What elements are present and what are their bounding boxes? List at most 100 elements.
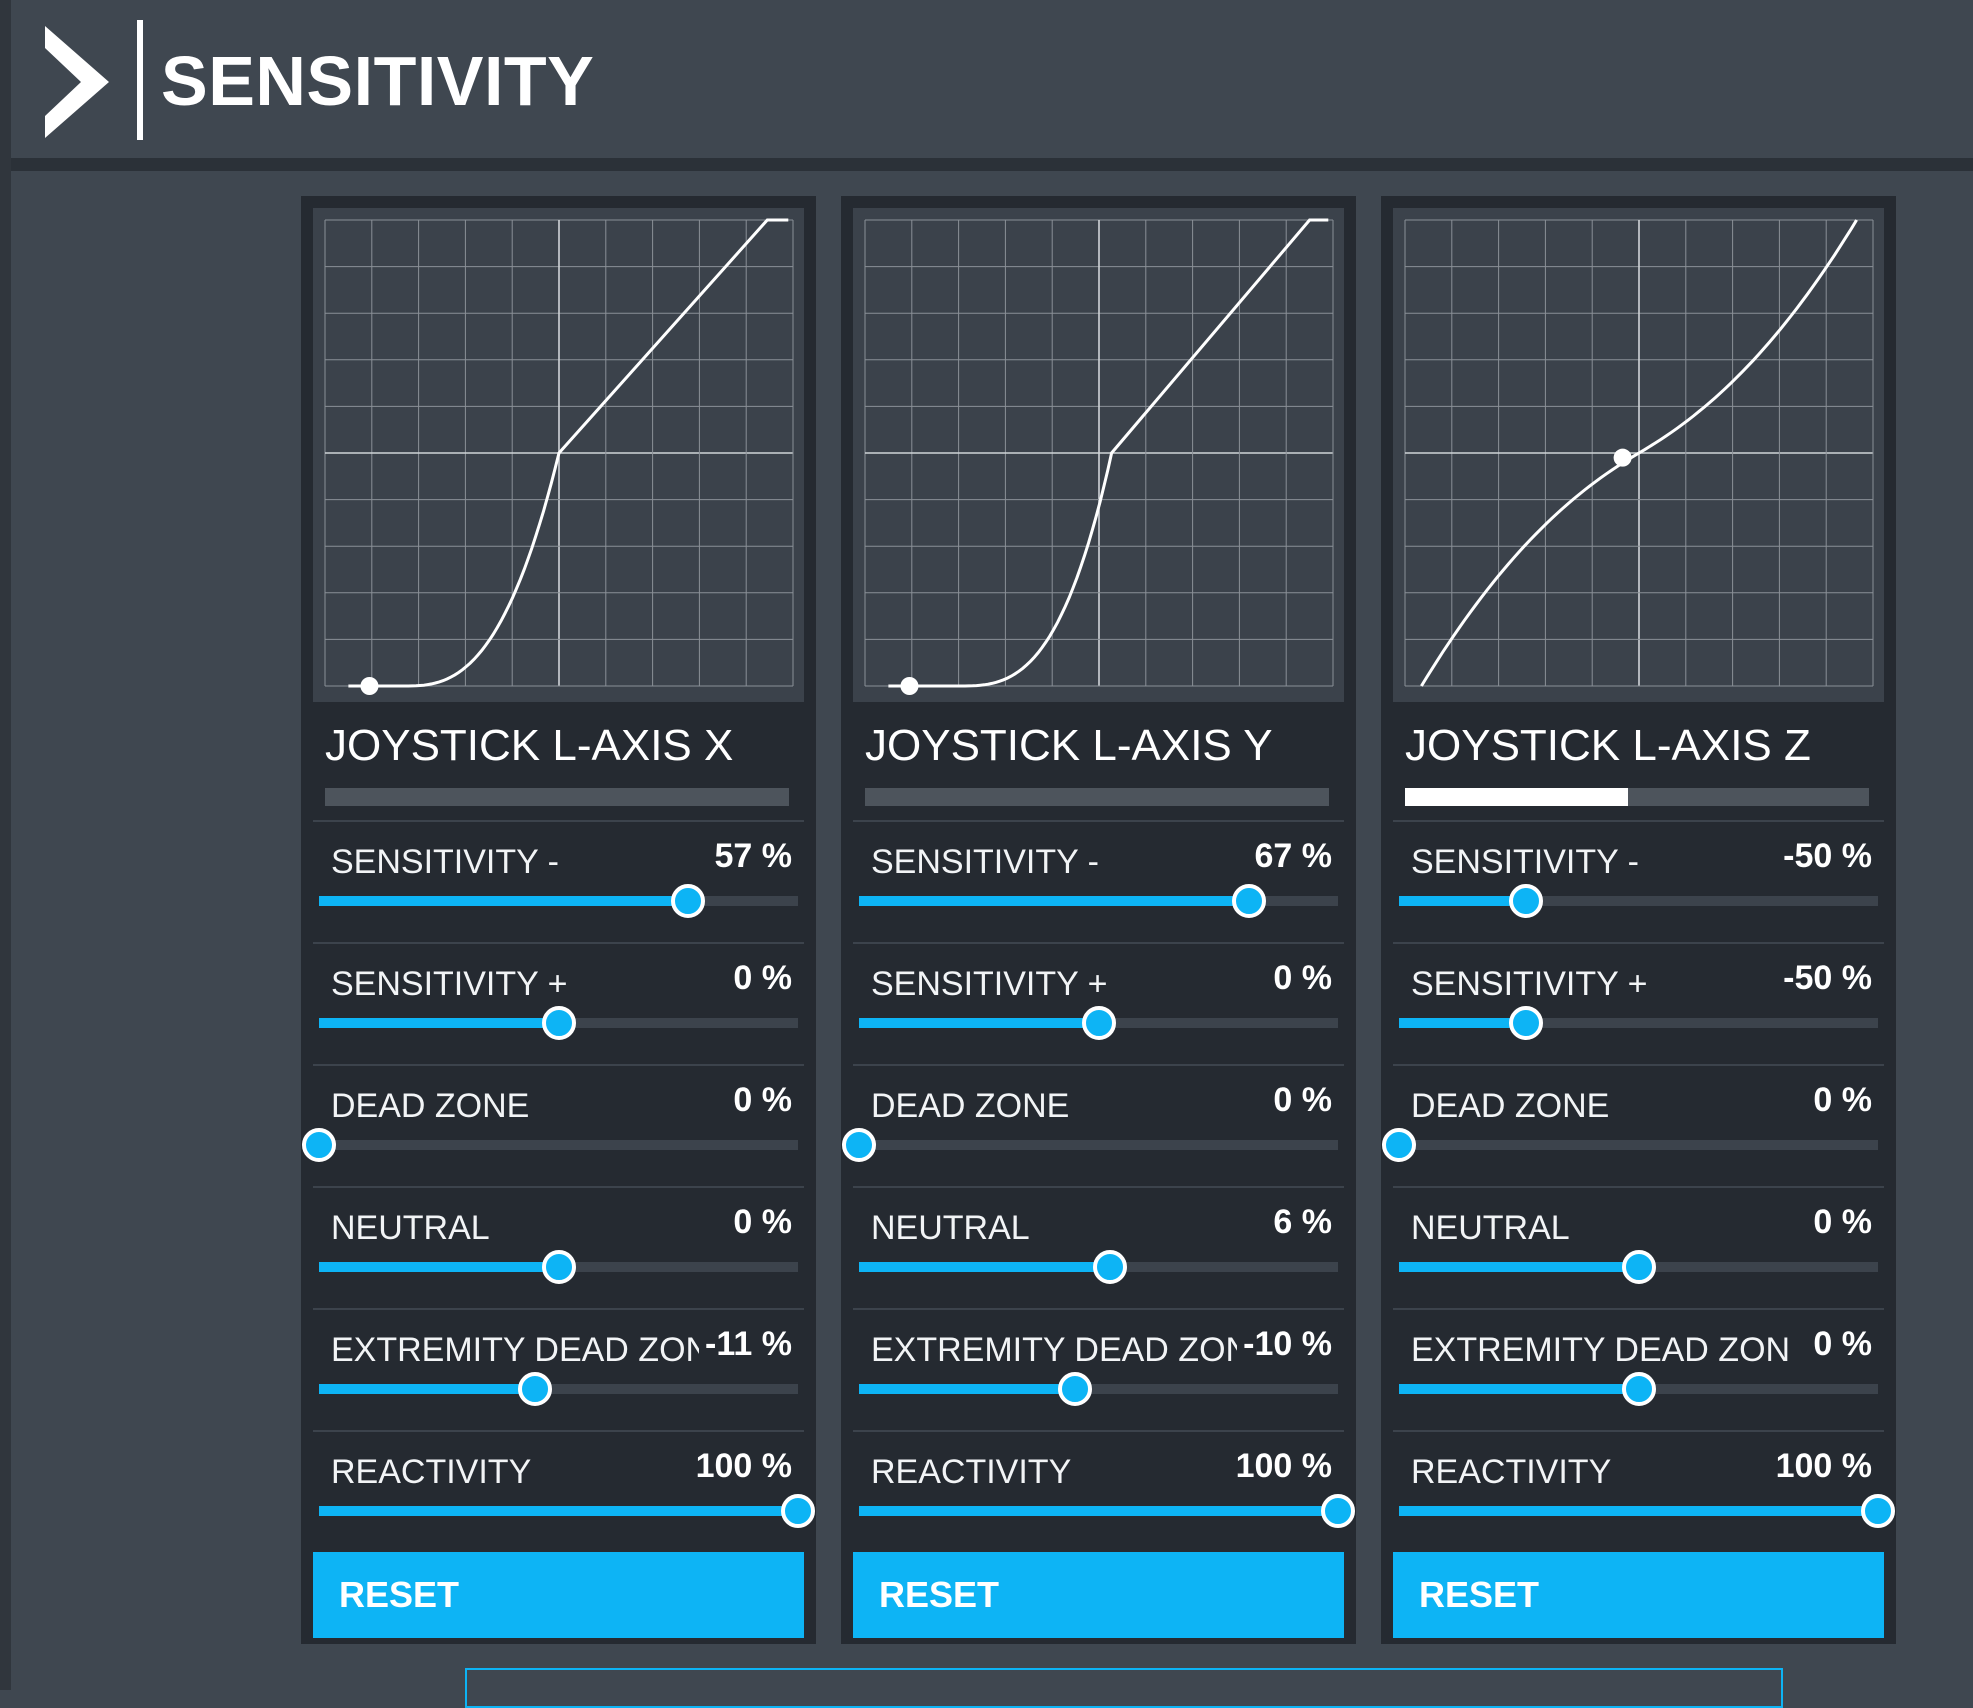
slider-track[interactable] xyxy=(859,1250,1338,1284)
slider-fill xyxy=(859,896,1250,906)
slider-fill xyxy=(859,1384,1075,1394)
current-input-dot xyxy=(1613,448,1632,467)
slider-handle[interactable] xyxy=(842,1128,876,1162)
slider-handle[interactable] xyxy=(302,1128,336,1162)
slider-fill xyxy=(319,1262,559,1272)
setting-value: 0 % xyxy=(1267,956,1332,1000)
setting-value: 0 % xyxy=(727,1078,792,1122)
setting-reactivity: REACTIVITY 100 % xyxy=(853,1430,1355,1552)
slider-handle[interactable] xyxy=(1081,1006,1116,1040)
slider-track[interactable] xyxy=(319,1372,798,1406)
slider-handle[interactable] xyxy=(517,1372,552,1406)
reset-button[interactable]: RESET xyxy=(853,1552,1344,1638)
curve-chart xyxy=(864,218,1334,695)
current-input-dot xyxy=(360,677,379,695)
slider-handle[interactable] xyxy=(1508,884,1543,918)
setting-sensitivity-minus: SENSITIVITY - 67 % xyxy=(853,820,1344,942)
slider-fill xyxy=(1399,1384,1639,1394)
slider-track[interactable] xyxy=(302,1128,798,1162)
sensitivity-curve-graph xyxy=(313,208,804,702)
slider-fill xyxy=(859,1018,1099,1028)
slider-track[interactable] xyxy=(1399,1006,1878,1040)
slider-handle[interactable] xyxy=(1057,1372,1092,1406)
slider-track[interactable] xyxy=(859,884,1338,918)
setting-value: 0 % xyxy=(1267,1078,1332,1122)
slider-handle[interactable] xyxy=(1621,1372,1656,1406)
setting-value: 57 % xyxy=(708,834,792,878)
slider-track[interactable] xyxy=(842,1128,1338,1162)
slider-handle[interactable] xyxy=(541,1250,576,1284)
setting-value: 6 % xyxy=(1267,1200,1332,1244)
setting-label: NEUTRAL xyxy=(871,1209,1030,1247)
setting-value: 100 % xyxy=(1229,1444,1332,1488)
slider-fill xyxy=(859,1262,1111,1272)
setting-label: REACTIVITY xyxy=(1411,1453,1612,1491)
response-curve-line xyxy=(888,218,1329,688)
setting-value: -50 % xyxy=(1777,956,1872,1000)
slider-handle[interactable] xyxy=(781,1494,815,1528)
setting-label: NEUTRAL xyxy=(331,1209,490,1247)
slider-track[interactable] xyxy=(319,1006,798,1040)
slider-track[interactable] xyxy=(1399,1250,1878,1284)
setting-label: REACTIVITY xyxy=(871,1453,1072,1491)
setting-value: 67 % xyxy=(1248,834,1332,878)
setting-value: 100 % xyxy=(689,1444,792,1488)
slider-track[interactable] xyxy=(1399,1372,1878,1406)
sensitivity-curve-graph xyxy=(853,208,1344,702)
axis-name: JOYSTICK L-AXIS X xyxy=(325,721,734,770)
slider-handle[interactable] xyxy=(1621,1250,1656,1284)
setting-value: 0 % xyxy=(1807,1078,1872,1122)
page-title: SENSITIVITY xyxy=(161,42,595,120)
page-header: SENSITIVITY xyxy=(11,0,1973,171)
setting-value: -10 % xyxy=(1237,1322,1332,1366)
setting-label: DEAD ZONE xyxy=(331,1087,530,1125)
slider-handle[interactable] xyxy=(1232,884,1267,918)
slider-track[interactable] xyxy=(859,1372,1338,1406)
slider-track[interactable] xyxy=(859,1006,1338,1040)
setting-sensitivity-plus: SENSITIVITY + 0 % xyxy=(313,942,804,1064)
setting-dead-zone: DEAD ZONE 0 % xyxy=(1382,1064,1884,1186)
slider-track[interactable] xyxy=(319,1494,815,1528)
slider-fill xyxy=(319,1384,535,1394)
slider-handle[interactable] xyxy=(541,1006,576,1040)
setting-label: SENSITIVITY - xyxy=(331,843,559,881)
slider-handle[interactable] xyxy=(1508,1006,1543,1040)
slider-handle[interactable] xyxy=(670,884,705,918)
axis-input-bar xyxy=(1405,788,1869,806)
setting-label: SENSITIVITY - xyxy=(871,843,1099,881)
slider-handle[interactable] xyxy=(1321,1494,1355,1528)
slider-fill xyxy=(1399,1018,1526,1028)
slider-handle[interactable] xyxy=(1382,1128,1416,1162)
slider-track[interactable] xyxy=(1382,1128,1878,1162)
curve-chart xyxy=(324,218,794,695)
slider-track[interactable] xyxy=(319,1250,798,1284)
axis-name: JOYSTICK L-AXIS Z xyxy=(1405,721,1811,770)
setting-extremity-dead-zone: EXTREMITY DEAD ZONE -11 % xyxy=(313,1308,804,1430)
slider-track[interactable] xyxy=(859,1494,1355,1528)
axis-input-bar xyxy=(865,788,1329,806)
setting-extremity-dead-zone: EXTREMITY DEAD ZONE -10 % xyxy=(853,1308,1344,1430)
setting-label: SENSITIVITY + xyxy=(1411,965,1648,1003)
setting-reactivity: REACTIVITY 100 % xyxy=(313,1430,815,1552)
reset-button[interactable]: RESET xyxy=(1393,1552,1884,1638)
setting-reactivity: REACTIVITY 100 % xyxy=(1393,1430,1895,1552)
setting-label: EXTREMITY DEAD ZONE xyxy=(1411,1331,1791,1369)
setting-value: 0 % xyxy=(1807,1200,1872,1244)
slider-handle[interactable] xyxy=(1861,1494,1895,1528)
setting-extremity-dead-zone: EXTREMITY DEAD ZONE 0 % xyxy=(1393,1308,1884,1430)
slider-track[interactable] xyxy=(1399,1494,1895,1528)
setting-label: REACTIVITY xyxy=(331,1453,532,1491)
axis-input-fill xyxy=(1405,788,1628,806)
setting-sensitivity-minus: SENSITIVITY - 57 % xyxy=(313,820,804,942)
setting-label: DEAD ZONE xyxy=(871,1087,1070,1125)
setting-sensitivity-plus: SENSITIVITY + 0 % xyxy=(853,942,1344,1064)
slider-track[interactable] xyxy=(319,884,798,918)
axis-input-bar xyxy=(325,788,789,806)
slider-fill xyxy=(1399,896,1526,906)
slider-track[interactable] xyxy=(1399,884,1878,918)
reset-button[interactable]: RESET xyxy=(313,1552,804,1638)
slider-fill xyxy=(859,1506,1338,1516)
setting-sensitivity-minus: SENSITIVITY - -50 % xyxy=(1393,820,1884,942)
setting-label: EXTREMITY DEAD ZONE xyxy=(331,1331,711,1369)
slider-handle[interactable] xyxy=(1093,1250,1128,1284)
